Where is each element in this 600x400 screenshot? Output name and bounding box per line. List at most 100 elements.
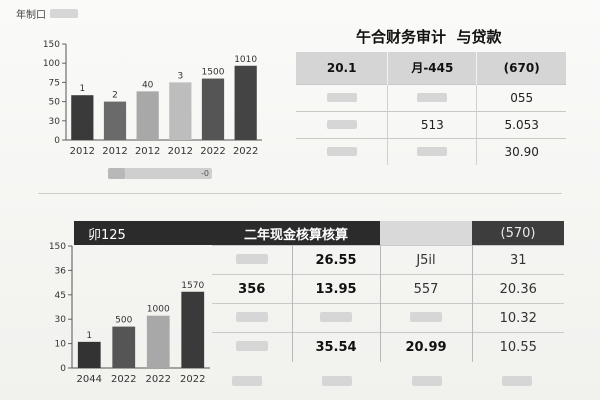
bar-chart-bottom: 0 10 30 45 36 150 1 2044 500 2022 1000 2022 1570 2022 [49, 242, 210, 385]
section-divider [38, 193, 562, 194]
bar [103, 101, 127, 140]
bar [112, 326, 136, 368]
table-cell: 26.55 [292, 245, 381, 275]
table-cell [212, 303, 293, 333]
y-tick-label: 50 [49, 98, 61, 108]
x-tick-label: 2012 [102, 146, 127, 157]
redacted-text [235, 311, 268, 322]
table-cell: 513 [387, 110, 478, 138]
y-tick-label: 0 [60, 364, 66, 374]
redacted-text [412, 376, 442, 386]
data-label: 1000 [147, 305, 170, 315]
table-row: 26.55 J5il 31 [212, 245, 564, 275]
finance-table: 20.1 月-445 (670) 055 513 5.053 30.90 [296, 52, 566, 165]
table-row: 055 [296, 83, 566, 111]
y-tick-label: 100 [43, 59, 60, 69]
slider-fill [108, 168, 125, 179]
table2-title-cell: 二年现金核算核算 [212, 221, 380, 245]
table2-header-left-label: 卯125 [88, 227, 126, 243]
x-tick-label: 2022 [233, 146, 258, 157]
data-label: 40 [142, 80, 154, 90]
bar [136, 91, 159, 140]
y-tick-label: 30 [49, 117, 61, 127]
table-row: 35.54 20.99 10.55 [212, 332, 564, 362]
y-tick-label: 75 [49, 78, 60, 88]
x-tick-label: 2022 [200, 146, 225, 157]
data-label: 1 [79, 84, 85, 94]
redacted-text [326, 119, 357, 129]
table1-title: 午合财务审计 与贷款 [356, 28, 502, 46]
table1-header-1: 20.1 [296, 52, 389, 84]
table-cell [387, 83, 478, 111]
table1-header-3: (670) [476, 52, 566, 84]
bar-chart-top: 0 30 50 75 100 150 1 2012 2 2012 40 2012 3 2012 1500 20… [43, 40, 262, 157]
y-tick-label: 150 [43, 40, 60, 50]
table2-header-left: 卯125 [74, 221, 212, 245]
redacted-text [326, 92, 357, 102]
x-tick-label: 2022 [146, 374, 171, 385]
y-tick-label: 10 [55, 340, 67, 350]
table-row: 10.32 [212, 303, 564, 333]
table-cell: 30.90 [476, 137, 566, 165]
x-tick-label: 2012 [135, 146, 160, 157]
table-cell: 20.36 [472, 274, 564, 304]
table-cell [380, 303, 473, 333]
table-cell: 20.99 [380, 332, 473, 362]
redacted-text [502, 376, 532, 386]
data-label: 2 [112, 91, 118, 101]
redacted-text [322, 376, 352, 386]
table-cell: 10.32 [472, 303, 564, 333]
data-label: 1570 [181, 281, 204, 291]
data-label: 1010 [234, 55, 257, 65]
y-tick-label: 30 [55, 315, 67, 325]
table-row: 356 13.95 557 20.36 [212, 274, 564, 304]
slider-end-label: -0 [201, 169, 209, 178]
redacted-text [320, 311, 352, 322]
page-header-label: 年制口 [16, 6, 78, 21]
data-label: 3 [177, 71, 183, 81]
cash-table: 26.55 J5il 31 356 13.95 557 20.36 10.32 … [212, 245, 564, 362]
table-cell [296, 110, 389, 138]
bar [169, 82, 192, 140]
x-tick-label: 2044 [77, 374, 102, 385]
redacted-text [235, 253, 268, 264]
table-cell [292, 303, 381, 333]
table-cell [296, 83, 389, 111]
table-row: 30.90 [296, 137, 566, 165]
table-cell [212, 332, 293, 362]
redacted-text [417, 92, 448, 102]
data-label: 500 [115, 316, 132, 326]
table-cell: 557 [380, 274, 473, 304]
redacted-text [232, 376, 262, 386]
redacted-text [326, 146, 357, 156]
x-tick-label: 2022 [180, 374, 205, 385]
x-tick-label: 2012 [168, 146, 193, 157]
redacted-text [50, 9, 78, 18]
redacted-text [410, 311, 442, 322]
table-cell: 35.54 [292, 332, 381, 362]
bar [234, 65, 257, 140]
x-tick-label: 2012 [70, 146, 95, 157]
data-label: 1500 [202, 68, 225, 78]
table-cell [296, 137, 389, 165]
table-cell: 13.95 [292, 274, 381, 304]
redacted-text [235, 340, 268, 351]
y-tick-label: 45 [55, 291, 66, 301]
table-cell: 5.053 [476, 110, 566, 138]
table-row: 513 5.053 [296, 110, 566, 138]
redacted-text [417, 146, 448, 156]
table2-header-right: (570) [472, 221, 564, 245]
table-cell: 31 [472, 245, 564, 275]
range-slider[interactable]: -0 [108, 168, 212, 179]
table2-header-blank [380, 221, 472, 245]
header-label-text: 年制口 [16, 10, 46, 21]
table-cell: 10.55 [472, 332, 564, 362]
bar [146, 315, 170, 368]
table-cell: J5il [380, 245, 473, 275]
table2-title: 二年现金核算核算 [243, 227, 348, 243]
table1-header-2: 月-445 [387, 52, 478, 84]
y-tick-label: 0 [54, 136, 60, 146]
footer-redactions [232, 376, 532, 386]
data-label: 1 [86, 331, 92, 341]
